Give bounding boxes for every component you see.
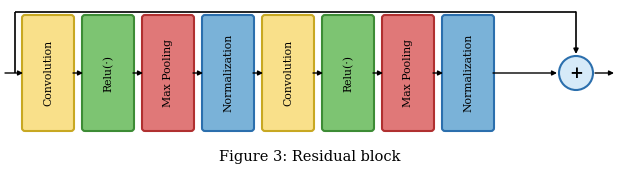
Text: Normalization: Normalization — [223, 34, 233, 112]
Circle shape — [559, 56, 593, 90]
Text: Max Pooling: Max Pooling — [163, 39, 173, 107]
Text: Convolution: Convolution — [283, 40, 293, 106]
FancyBboxPatch shape — [82, 15, 134, 131]
FancyBboxPatch shape — [442, 15, 494, 131]
Text: Relu(·): Relu(·) — [343, 55, 353, 92]
Text: Normalization: Normalization — [463, 34, 473, 112]
FancyBboxPatch shape — [202, 15, 254, 131]
Text: Figure 3: Residual block: Figure 3: Residual block — [219, 150, 401, 164]
Text: +: + — [569, 64, 583, 82]
FancyBboxPatch shape — [22, 15, 74, 131]
Text: Relu(·): Relu(·) — [103, 55, 113, 92]
FancyBboxPatch shape — [382, 15, 434, 131]
Text: Convolution: Convolution — [43, 40, 53, 106]
FancyBboxPatch shape — [262, 15, 314, 131]
FancyBboxPatch shape — [142, 15, 194, 131]
FancyBboxPatch shape — [322, 15, 374, 131]
Text: Max Pooling: Max Pooling — [403, 39, 413, 107]
